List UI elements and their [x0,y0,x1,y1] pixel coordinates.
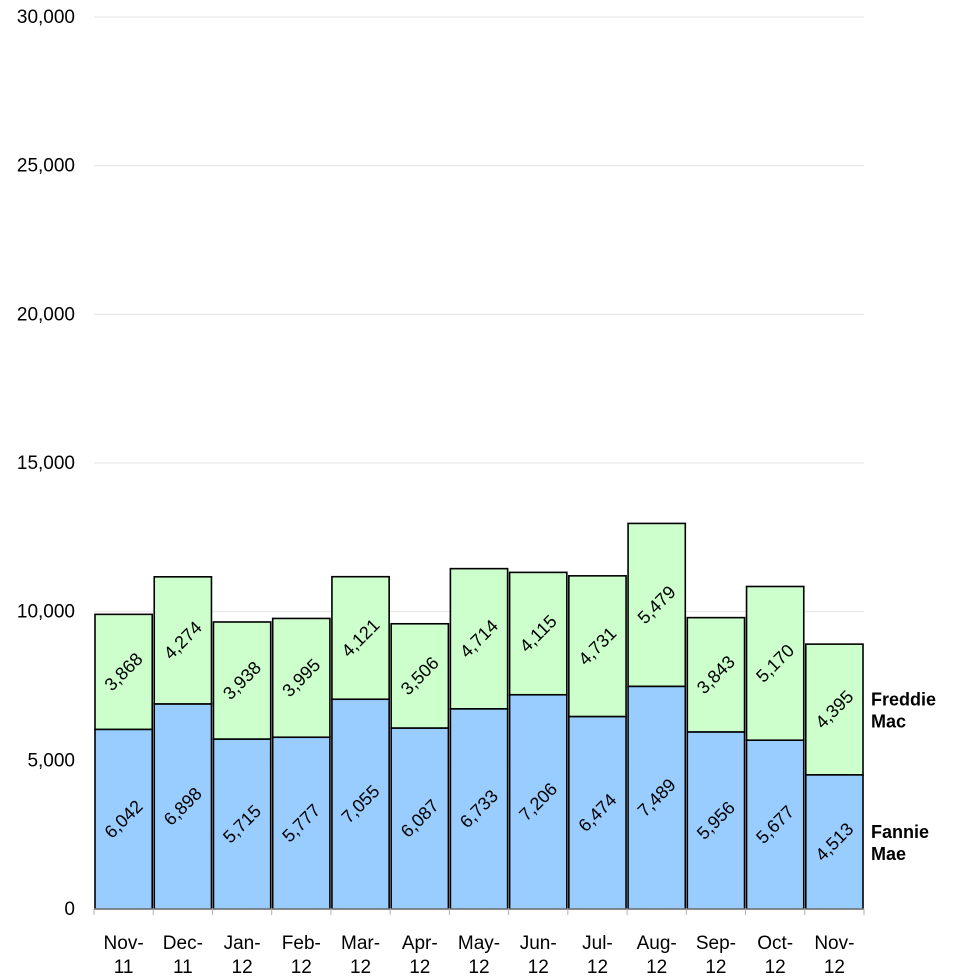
x-tick-label-line: Mar- [341,933,380,954]
x-tick-label: Nov- 11 [104,933,144,978]
bar-fannie-mae [449,708,509,910]
x-tick-label: Nov- 12 [814,933,854,978]
bar-freddie-mac [449,567,509,710]
x-tick-label-line: Nov- [104,933,144,954]
x-tick-label-line: Apr- [402,933,438,954]
bars [94,522,864,910]
x-tick-label-line: 11 [114,957,134,978]
x-tick-label-line: Jun- [520,933,557,954]
x-tick-label-line: 12 [232,957,253,978]
bar-freddie-mac [94,613,154,731]
series-label: Fannie Mae [871,822,929,864]
y-tick-label: 25,000 [17,156,75,177]
x-tick-label: May- 12 [458,933,500,978]
x-tick-label-line: 12 [468,957,489,978]
bar-fannie-mae [153,703,213,910]
bar-freddie-mac [627,522,687,688]
y-tick-label: 0 [64,899,75,920]
series-label-line: Fannie [871,822,929,842]
x-tick-label-line: 12 [824,957,845,978]
y-tick-label: 15,000 [17,453,75,474]
x-tick-label: Jan- 12 [224,933,261,978]
x-tick-label-line: 12 [587,957,608,978]
x-tick-label: Jun- 12 [520,933,557,978]
y-tick-label: 10,000 [17,602,75,623]
bar-freddie-mac [212,621,272,740]
x-tick-label-line: May- [458,933,500,954]
axes: 0 5,000 10,000 15,000 20,000 25,000 30,000 Nov-… [17,7,865,978]
bar-fannie-mae [804,774,864,910]
bar-freddie-mac [804,643,864,776]
bar-fannie-mae [627,685,687,910]
x-tick-label-line: Jul- [582,933,613,954]
x-tick-label-line: Dec- [163,933,203,954]
series-label: Freddie Mac [871,689,936,731]
bar-freddie-mac [745,585,805,742]
y-tick-label: 20,000 [17,304,75,325]
x-tick-label: Dec- 11 [163,933,203,978]
bar-freddie-mac [271,617,331,739]
bar-freddie-mac [153,576,213,705]
y-tick-label: 30,000 [17,7,75,28]
x-tick-label-line: Nov- [814,933,854,954]
series-label-line: Freddie [871,689,936,709]
bar-freddie-mac [331,575,390,701]
bar-freddie-mac [508,571,568,696]
x-tick-label: Mar- 12 [341,933,380,978]
bar-freddie-mac [390,622,450,729]
x-tick-label-line: 12 [291,957,312,978]
bar-fannie-mae [390,727,450,910]
x-tick-label-line: Feb- [282,933,321,954]
series-label-line: Mac [871,711,906,731]
x-tick-label: Apr- 12 [402,933,438,978]
x-tick-label-line: Aug- [637,933,677,954]
x-tick-label-line: 11 [173,957,193,978]
bar-freddie-mac [568,575,627,718]
x-tick-label-line: 12 [705,957,726,978]
x-tick-label: Sep- 12 [696,933,736,978]
x-tick-label-line: 12 [528,957,549,978]
y-tick-label: 5,000 [27,750,75,771]
x-tick-label: Aug- 12 [637,933,677,978]
x-tick-label-line: Jan- [224,933,261,954]
bar-fannie-mae [212,738,272,910]
x-tick-label-line: 12 [646,957,667,978]
x-tick-label-line: Oct- [757,933,793,954]
series-label-line: Mae [871,844,906,864]
x-tick-label: Feb- 12 [282,933,321,978]
x-tick-label: Jul- 12 [582,933,613,978]
x-tick-label: Oct- 12 [757,933,793,978]
bar-fannie-mae [331,698,390,910]
x-tick-label-line: 12 [350,957,371,978]
bar-fannie-mae [508,693,568,910]
bar-fannie-mae [686,731,746,910]
bar-freddie-mac [686,616,746,733]
x-tick-label-line: 12 [765,957,786,978]
x-tick-label-line: Sep- [696,933,736,954]
x-tick-label-line: 12 [409,957,430,978]
